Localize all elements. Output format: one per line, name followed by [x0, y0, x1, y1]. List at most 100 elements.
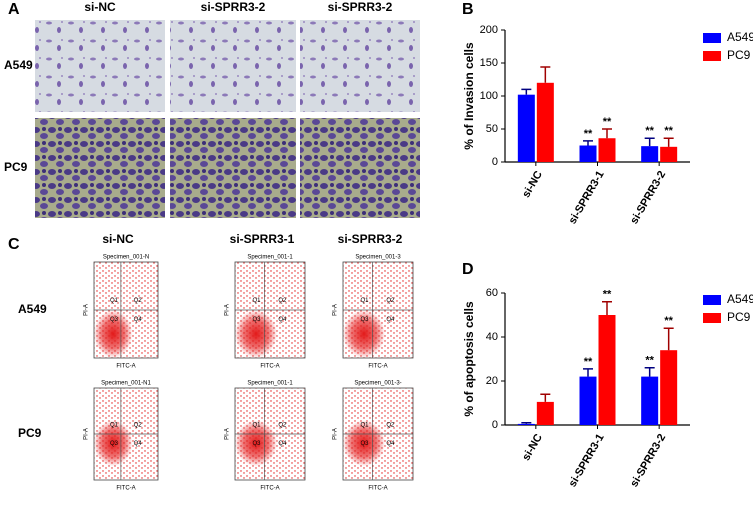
- bar: [517, 423, 535, 425]
- quadrant-label: Q4: [386, 441, 395, 447]
- x-axis-label: FITC-A: [260, 364, 279, 370]
- micrograph: [300, 20, 420, 112]
- quadrant-label: Q3: [110, 317, 119, 323]
- bar: [641, 146, 659, 162]
- error-bar: [583, 140, 593, 146]
- micrograph: [170, 20, 296, 112]
- row-label: PC9: [18, 426, 42, 440]
- error-bar: [540, 66, 551, 83]
- flow-cluster: [94, 420, 133, 467]
- quadrant-label: Q1: [253, 422, 262, 428]
- bar: [536, 401, 554, 425]
- plot-title: Specimen_001-1: [247, 255, 293, 261]
- x-tick-label: si-SPRR3-2: [628, 432, 668, 489]
- plot-title: Specimen_001-3: [355, 255, 401, 261]
- error-bar: [540, 393, 551, 402]
- quadrant-label: Q2: [134, 298, 143, 304]
- flow-cluster: [235, 420, 277, 467]
- quadrant-label: Q4: [278, 441, 287, 447]
- error-bar: [602, 128, 612, 139]
- quadrant-label: Q2: [278, 422, 287, 428]
- legend-swatch: [703, 295, 721, 305]
- y-axis-label: PI-A: [333, 304, 339, 316]
- significance-label: **: [645, 125, 654, 137]
- legend-swatch: [703, 313, 721, 323]
- quadrant-label: Q3: [110, 441, 119, 447]
- quadrant-label: Q1: [361, 422, 370, 428]
- bar: [579, 376, 597, 425]
- bar: [517, 94, 535, 162]
- plot-title: Specimen_001-1: [247, 381, 293, 387]
- micrograph: [300, 118, 420, 218]
- y-tick-label: 100: [480, 90, 498, 102]
- column-header: si-NC: [84, 0, 116, 14]
- quadrant-label: Q3: [361, 317, 370, 323]
- quadrant-label: Q4: [278, 317, 287, 323]
- legend-swatch: [703, 33, 721, 43]
- quadrant-label: Q4: [386, 317, 395, 323]
- micrograph: [35, 118, 165, 218]
- column-header: si-SPRR3-2: [338, 232, 403, 246]
- x-tick-label: si-SPRR3-1: [567, 432, 607, 489]
- y-tick-label: 50: [486, 123, 498, 135]
- significance-label: **: [603, 289, 612, 301]
- bar: [598, 315, 616, 425]
- column-header: si-NC: [102, 232, 134, 246]
- error-bar: [583, 368, 593, 377]
- column-header: si-SPRR3-2: [201, 0, 266, 14]
- x-axis-label: FITC-A: [368, 364, 387, 370]
- quadrant-label: Q1: [110, 422, 119, 428]
- y-tick-label: 0: [492, 419, 498, 431]
- legend-label: A549: [727, 30, 753, 44]
- quadrant-label: Q3: [253, 441, 262, 447]
- legend-swatch: [703, 51, 721, 61]
- bar: [536, 82, 554, 162]
- x-tick-label: si-NC: [520, 169, 545, 200]
- quadrant-label: Q2: [134, 422, 143, 428]
- quadrant-label: Q2: [278, 298, 287, 304]
- significance-label: **: [584, 356, 593, 368]
- significance-label: **: [664, 125, 673, 137]
- y-tick-label: 60: [486, 287, 498, 299]
- plot-title: Specimen_001-N: [103, 255, 149, 261]
- y-tick-label: 200: [480, 24, 498, 36]
- y-axis-label: % of apoptosis cells: [462, 301, 476, 417]
- y-axis-label: PI-A: [84, 428, 90, 440]
- y-axis-label: PI-A: [84, 304, 90, 316]
- quadrant-label: Q4: [134, 317, 143, 323]
- significance-label: **: [603, 116, 612, 128]
- significance-label: **: [645, 355, 654, 367]
- column-header: si-SPRR3-2: [328, 0, 393, 14]
- x-tick-label: si-SPRR3-2: [628, 169, 668, 226]
- flow-cluster: [343, 420, 385, 467]
- error-bar: [663, 327, 674, 351]
- error-bar: [644, 367, 655, 377]
- y-tick-label: 0: [492, 156, 498, 168]
- plot-title: Specimen_001-3-: [354, 381, 401, 387]
- flow-cluster: [343, 310, 385, 358]
- micrograph: [35, 20, 165, 112]
- quadrant-label: Q2: [386, 422, 395, 428]
- legend-label: PC9: [727, 48, 751, 62]
- significance-label: **: [584, 128, 593, 140]
- bar: [660, 350, 678, 425]
- panel-label: A: [8, 1, 20, 18]
- bar: [598, 138, 616, 162]
- error-bar: [521, 88, 532, 95]
- quadrant-label: Q1: [110, 298, 119, 304]
- x-tick-label: si-NC: [520, 432, 545, 463]
- error-bar: [521, 422, 532, 424]
- plot-title: Specimen_001-N1: [101, 381, 151, 387]
- bar: [579, 145, 597, 162]
- error-bar: [602, 301, 612, 315]
- quadrant-label: Q3: [361, 441, 370, 447]
- y-axis-label: PI-A: [225, 304, 231, 316]
- legend-label: A549: [727, 292, 753, 306]
- x-axis-label: FITC-A: [368, 486, 387, 492]
- column-header: si-SPRR3-1: [230, 232, 295, 246]
- micrograph: [170, 118, 296, 218]
- panel-label: D: [462, 261, 474, 278]
- quadrant-label: Q1: [253, 298, 262, 304]
- y-axis-label: PI-A: [333, 428, 339, 440]
